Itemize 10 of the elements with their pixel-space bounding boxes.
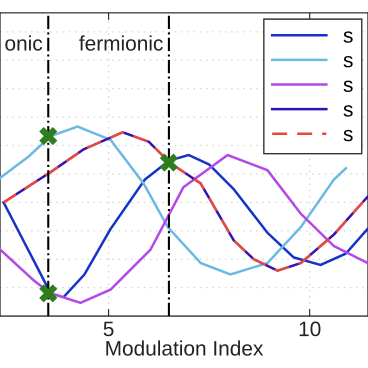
legend-label: s [344,80,353,92]
x-tick-label: 5 [104,322,114,336]
legend-label: s [344,31,353,43]
x-tick-label: 10 [300,322,320,336]
legend-label: s [344,130,353,142]
x-axis-title: Modulation Index [106,340,264,356]
legend-label: s [344,56,353,68]
annotation: fermionic [79,35,163,51]
legend-label: s [344,105,353,117]
annotation: onic [5,35,42,51]
